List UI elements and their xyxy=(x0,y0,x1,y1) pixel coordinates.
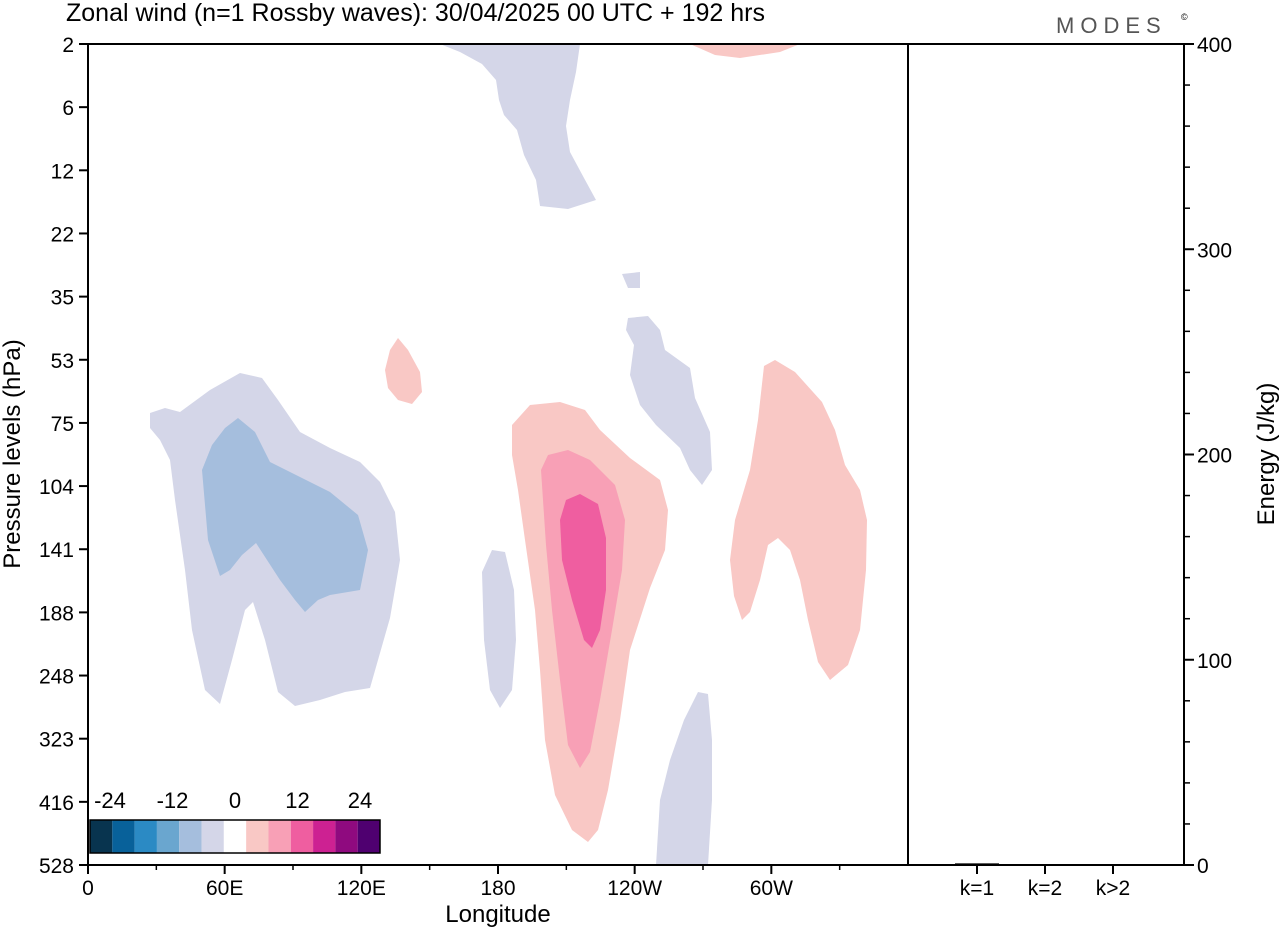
x-axis-label: Longitude xyxy=(445,901,550,928)
x-tick-label: 60W xyxy=(750,877,793,900)
y-tick-label: 141 xyxy=(39,539,74,562)
energy-tick-label: 300 xyxy=(1197,239,1232,262)
x-tick-label: 120E xyxy=(337,877,386,900)
x-tick-label: 120W xyxy=(607,877,662,900)
y-tick-label: 22 xyxy=(51,223,74,246)
colorbar-swatch xyxy=(90,820,113,853)
colorbar-swatch xyxy=(156,820,180,853)
energy-tick-label: 400 xyxy=(1197,34,1232,57)
y-tick-label: 104 xyxy=(39,476,74,499)
negative-contour-mid xyxy=(626,316,712,485)
colorbar-frame xyxy=(89,819,381,854)
y-tick-label: 188 xyxy=(39,602,74,625)
energy-axis: 0 100 200 300 400 xyxy=(1184,34,1232,878)
energy-frame xyxy=(907,43,1185,866)
colorbar-swatch xyxy=(134,820,157,853)
energy-bars xyxy=(955,863,1135,866)
energy-bar xyxy=(955,863,999,865)
pressure-axis: 2 6 12 22 35 53 75 104 141 188 248 323 416 528 xyxy=(39,34,88,878)
energy-bar xyxy=(1091,864,1135,865)
energy-axis-label: Energy (J/kg) xyxy=(1253,383,1280,526)
y-axis-label: Pressure levels (hPa) xyxy=(0,339,26,568)
y-tick-label: 75 xyxy=(51,413,74,436)
x-tick-label: 60E xyxy=(206,877,243,900)
contour-field xyxy=(150,44,867,865)
negative-contour-narrow xyxy=(482,550,516,708)
wavenumber-label: k=2 xyxy=(1028,877,1062,900)
colorbar-label: -24 xyxy=(94,788,126,813)
energy-panel: 0 100 200 300 400 k=1 k=2 k>2 Energy (J/kg) xyxy=(907,34,1280,900)
colorbar-label: 24 xyxy=(348,788,372,813)
y-tick-label: 323 xyxy=(39,729,74,752)
colorbar-swatch xyxy=(357,820,380,853)
wavenumber-label: k>2 xyxy=(1096,877,1130,900)
energy-tick-label: 100 xyxy=(1197,650,1232,673)
energy-bar xyxy=(1023,864,1067,866)
y-tick-label: 248 xyxy=(39,666,74,689)
y-tick-label: 12 xyxy=(51,160,74,183)
y-tick-label: 416 xyxy=(39,792,74,815)
x-tick-label: 0 xyxy=(82,877,94,900)
colorbar-swatch xyxy=(223,820,247,853)
colorbar-swatch xyxy=(290,820,314,853)
y-tick-label: 2 xyxy=(62,34,74,57)
negative-contour-west-core xyxy=(202,418,368,612)
cross-section-panel: 0 60E 120E 180 120W 60W 2 6 12 22 35 53 75 104 141 188… xyxy=(0,34,909,928)
colorbar-label: -12 xyxy=(157,788,189,813)
copyright-mark: © xyxy=(1181,12,1188,22)
positive-contour-small xyxy=(385,338,422,404)
energy-tick-label: 200 xyxy=(1197,445,1232,468)
colorbar-label: 0 xyxy=(229,788,241,813)
modes-logo: MODES xyxy=(1056,13,1167,38)
energy-tick-label: 0 xyxy=(1197,855,1209,878)
y-tick-label: 6 xyxy=(62,97,74,120)
colorbar-label: 12 xyxy=(285,788,309,813)
y-tick-label: 528 xyxy=(39,855,74,878)
colorbar-swatch xyxy=(201,820,224,853)
colorbar-swatch xyxy=(112,820,135,853)
positive-contour-main-core xyxy=(560,494,606,648)
negative-contour-small xyxy=(622,272,640,288)
negative-contour-lower xyxy=(656,692,712,865)
longitude-axis: 0 60E 120E 180 120W 60W xyxy=(82,865,841,900)
negative-contour-upper xyxy=(440,44,596,209)
colorbar-swatch xyxy=(179,820,202,853)
x-tick-label: 180 xyxy=(480,877,515,900)
colorbar-swatch xyxy=(268,820,291,853)
positive-contour-top xyxy=(690,44,800,58)
wavenumber-axis: k=1 k=2 k>2 xyxy=(960,865,1130,900)
y-tick-label: 53 xyxy=(51,350,74,373)
colorbar-legend: -24 -12 0 12 24 xyxy=(89,788,381,854)
colorbar-swatch xyxy=(246,820,269,853)
wavenumber-label: k=1 xyxy=(960,877,994,900)
colorbar-swatch xyxy=(313,820,336,853)
positive-contour-east xyxy=(730,360,867,680)
y-tick-label: 35 xyxy=(51,287,74,310)
chart-title: Zonal wind (n=1 Rossby waves): 30/04/202… xyxy=(66,0,765,27)
colorbar-swatch xyxy=(335,820,358,853)
